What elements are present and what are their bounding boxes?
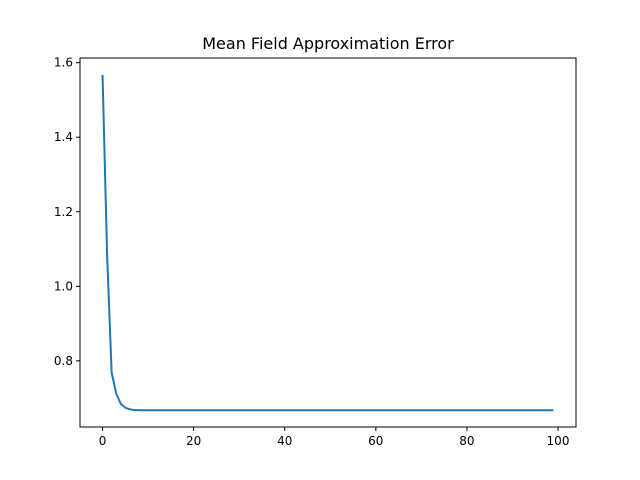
y-tick-label: 0.8 <box>54 354 73 368</box>
x-tick-label: 100 <box>547 434 570 448</box>
chart-title: Mean Field Approximation Error <box>202 34 454 53</box>
y-tick-label: 1.0 <box>54 279 73 293</box>
x-tick-label: 80 <box>459 434 474 448</box>
plot-series <box>101 74 554 412</box>
x-tick-label: 40 <box>277 434 292 448</box>
x-tick-label: 0 <box>99 434 107 448</box>
error-series-line <box>101 74 554 412</box>
y-axis-ticks: 0.8 1.0 1.2 1.4 1.6 <box>54 56 80 368</box>
y-tick-label: 1.4 <box>54 130 73 144</box>
axes-frame <box>79 57 577 428</box>
y-tick-label: 1.2 <box>54 205 73 219</box>
y-tick-label: 1.6 <box>54 56 73 70</box>
x-tick-label: 20 <box>186 434 201 448</box>
x-axis-ticks: 0 20 40 60 80 100 <box>99 427 570 448</box>
x-tick-label: 60 <box>368 434 383 448</box>
